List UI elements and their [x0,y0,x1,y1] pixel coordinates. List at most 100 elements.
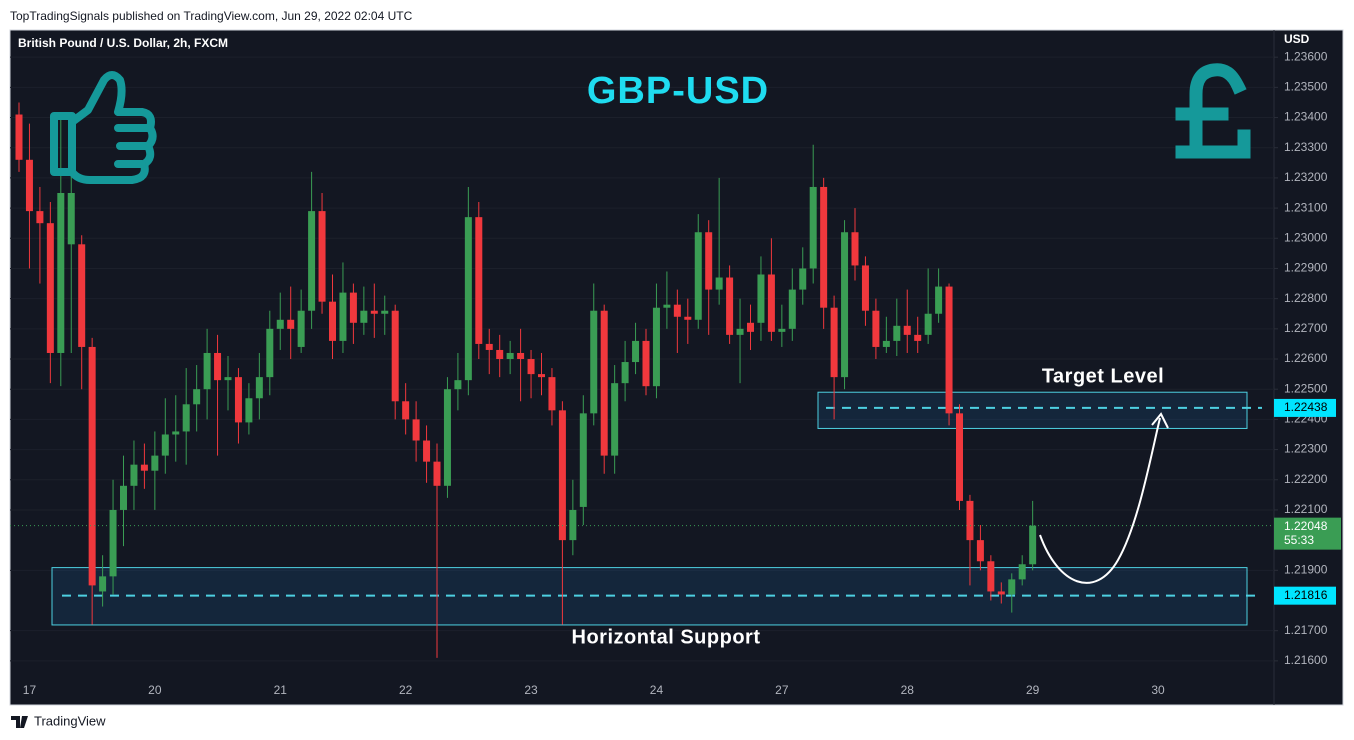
candle-body [151,455,159,471]
x-tick-label: 21 [274,683,288,697]
candle-body [705,232,713,290]
candle-body [621,362,629,384]
candle-body [632,340,640,363]
x-tick-label: 27 [775,683,789,697]
candle-body [308,211,316,311]
candle-body [402,401,410,420]
candle-body [976,540,984,562]
candle-body [642,340,650,387]
y-axis-label: USD [1284,32,1310,46]
candle-body [161,434,169,456]
candle-body [109,509,117,577]
level-tag-label: 1.21816 [1284,588,1328,602]
candle-body [558,410,566,541]
x-tick-label: 29 [1026,683,1040,697]
y-tick-label: 1.23600 [1284,49,1328,63]
chart-panel [9,29,1344,706]
candle-body [579,413,587,507]
candle-body [757,274,765,323]
candle-body [224,377,232,381]
candle-body [569,509,577,541]
candle-body [663,304,671,308]
bar-countdown: 55:33 [1284,533,1314,547]
candle-body [255,377,263,399]
candle-body [945,286,953,414]
y-tick-label: 1.22200 [1284,472,1328,486]
candle-body [914,334,922,341]
candle-body [349,292,357,323]
candle-body [506,352,514,360]
level-tag [1274,398,1336,417]
y-tick-label: 1.22600 [1284,351,1328,365]
candle-body [287,319,295,329]
y-tick-label: 1.23400 [1284,110,1328,124]
candle-body [329,301,336,341]
candle-body [120,485,127,510]
candle-body [600,310,608,456]
candle-body [99,576,107,592]
candle-body [57,193,65,353]
candle-body [872,310,880,347]
candle-body [747,322,754,332]
candle-body [203,352,211,390]
y-tick-label: 1.23300 [1284,140,1328,154]
candle-body [851,232,859,266]
candle-body [673,304,681,317]
candle-body [778,328,786,332]
candle-body [78,244,86,347]
candle-body [360,310,368,323]
candle-body [182,404,190,432]
candle-body [830,307,838,378]
candle-body [652,307,660,387]
projection-arrow [1039,417,1161,584]
projection-arrowhead [1151,412,1169,429]
candle-body [339,292,347,341]
y-tick-label: 1.23000 [1284,230,1328,244]
candle-body [517,352,525,360]
candle-body [966,500,974,541]
x-tick-label: 20 [148,683,162,697]
candle-body [130,464,138,486]
candle-body [245,398,253,423]
candle-body [276,319,284,329]
y-tick-label: 1.22700 [1284,321,1328,335]
candle-body [15,114,23,160]
candle-body [140,464,148,471]
candle-body [46,223,54,353]
symbol-label: British Pound / U.S. Dollar, 2h, FXCM [18,36,228,50]
level-tag [1274,586,1336,605]
candle-body [214,352,222,381]
candle-body [193,389,201,405]
x-tick-label: 22 [399,683,413,697]
plot-area [10,56,1274,662]
pound-icon [1175,63,1251,159]
candle-body [861,265,869,311]
candle-body [736,328,744,335]
candle-body [799,268,807,290]
candle-body [1029,525,1037,565]
candle-body [370,310,378,314]
candle-body [820,186,828,308]
candle-body [391,310,399,402]
x-tick-label: 24 [650,683,664,697]
candle-body [412,419,420,441]
candle-body [423,440,431,462]
y-tick-label: 1.23100 [1284,200,1328,214]
candle-body [882,340,890,347]
candle-body [935,286,943,314]
y-tick-label: 1.22300 [1284,442,1328,456]
candle-body [684,316,692,320]
candle-body [726,277,734,335]
y-tick-label: 1.23200 [1284,170,1328,184]
y-tick-label: 1.22100 [1284,502,1328,516]
zone-box [817,391,1248,429]
candle-body [1018,564,1026,580]
candle-body [611,383,619,456]
candle-body [903,325,911,335]
x-tick-label: 28 [901,683,915,697]
candle-body [590,310,598,414]
candle-body [443,389,451,486]
x-tick-label: 23 [524,683,538,697]
y-tick-label: 1.22800 [1284,291,1328,305]
